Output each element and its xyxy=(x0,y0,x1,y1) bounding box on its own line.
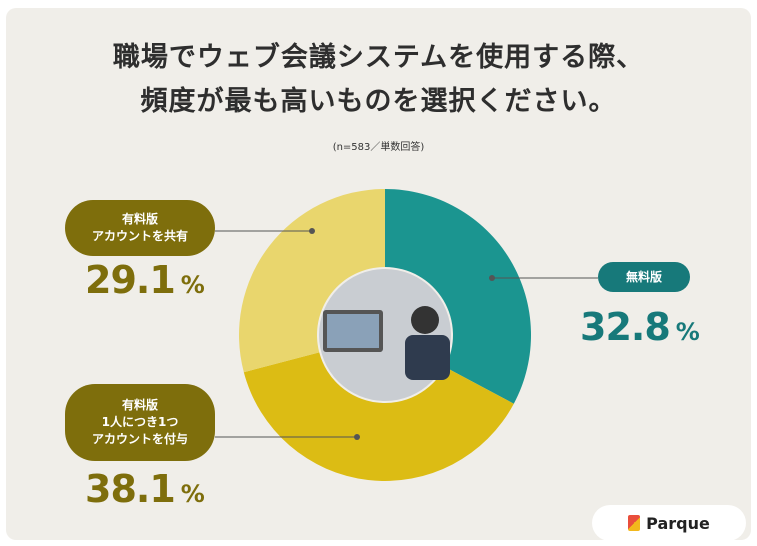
value-number: 32.8 xyxy=(580,305,671,349)
value-label: 38.1% xyxy=(85,467,205,511)
person-body xyxy=(405,335,450,380)
leader-dot xyxy=(354,434,360,440)
brand-icon xyxy=(628,515,641,531)
category-label: 有料版 1人につき1つ アカウントを付与 xyxy=(65,384,215,461)
brand-name: Parque xyxy=(646,513,710,533)
value-label: 29.1% xyxy=(85,258,205,302)
value-unit: % xyxy=(675,318,700,346)
person xyxy=(411,306,439,334)
laptop-screen xyxy=(327,314,379,348)
brand-badge: Parque xyxy=(592,505,746,541)
value-number: 38.1 xyxy=(85,467,176,511)
value-number: 29.1 xyxy=(85,258,176,302)
value-unit: % xyxy=(180,480,205,508)
donut-slice xyxy=(385,189,531,404)
chart-subtitle: (n=583／単数回答) xyxy=(332,142,425,153)
category-label: 有料版 アカウントを共有 xyxy=(65,200,215,256)
donut-slice xyxy=(238,189,385,373)
category-label: 無料版 xyxy=(598,262,690,292)
value-label: 32.8% xyxy=(580,305,700,349)
leader-dot xyxy=(489,275,495,281)
leader-dot xyxy=(309,228,315,234)
value-unit: % xyxy=(180,271,205,299)
chart-title: 職場でウェブ会議システムを使用する際、 頻度が最も高いものを選択ください。 xyxy=(112,42,645,117)
donut-slice xyxy=(243,352,514,482)
